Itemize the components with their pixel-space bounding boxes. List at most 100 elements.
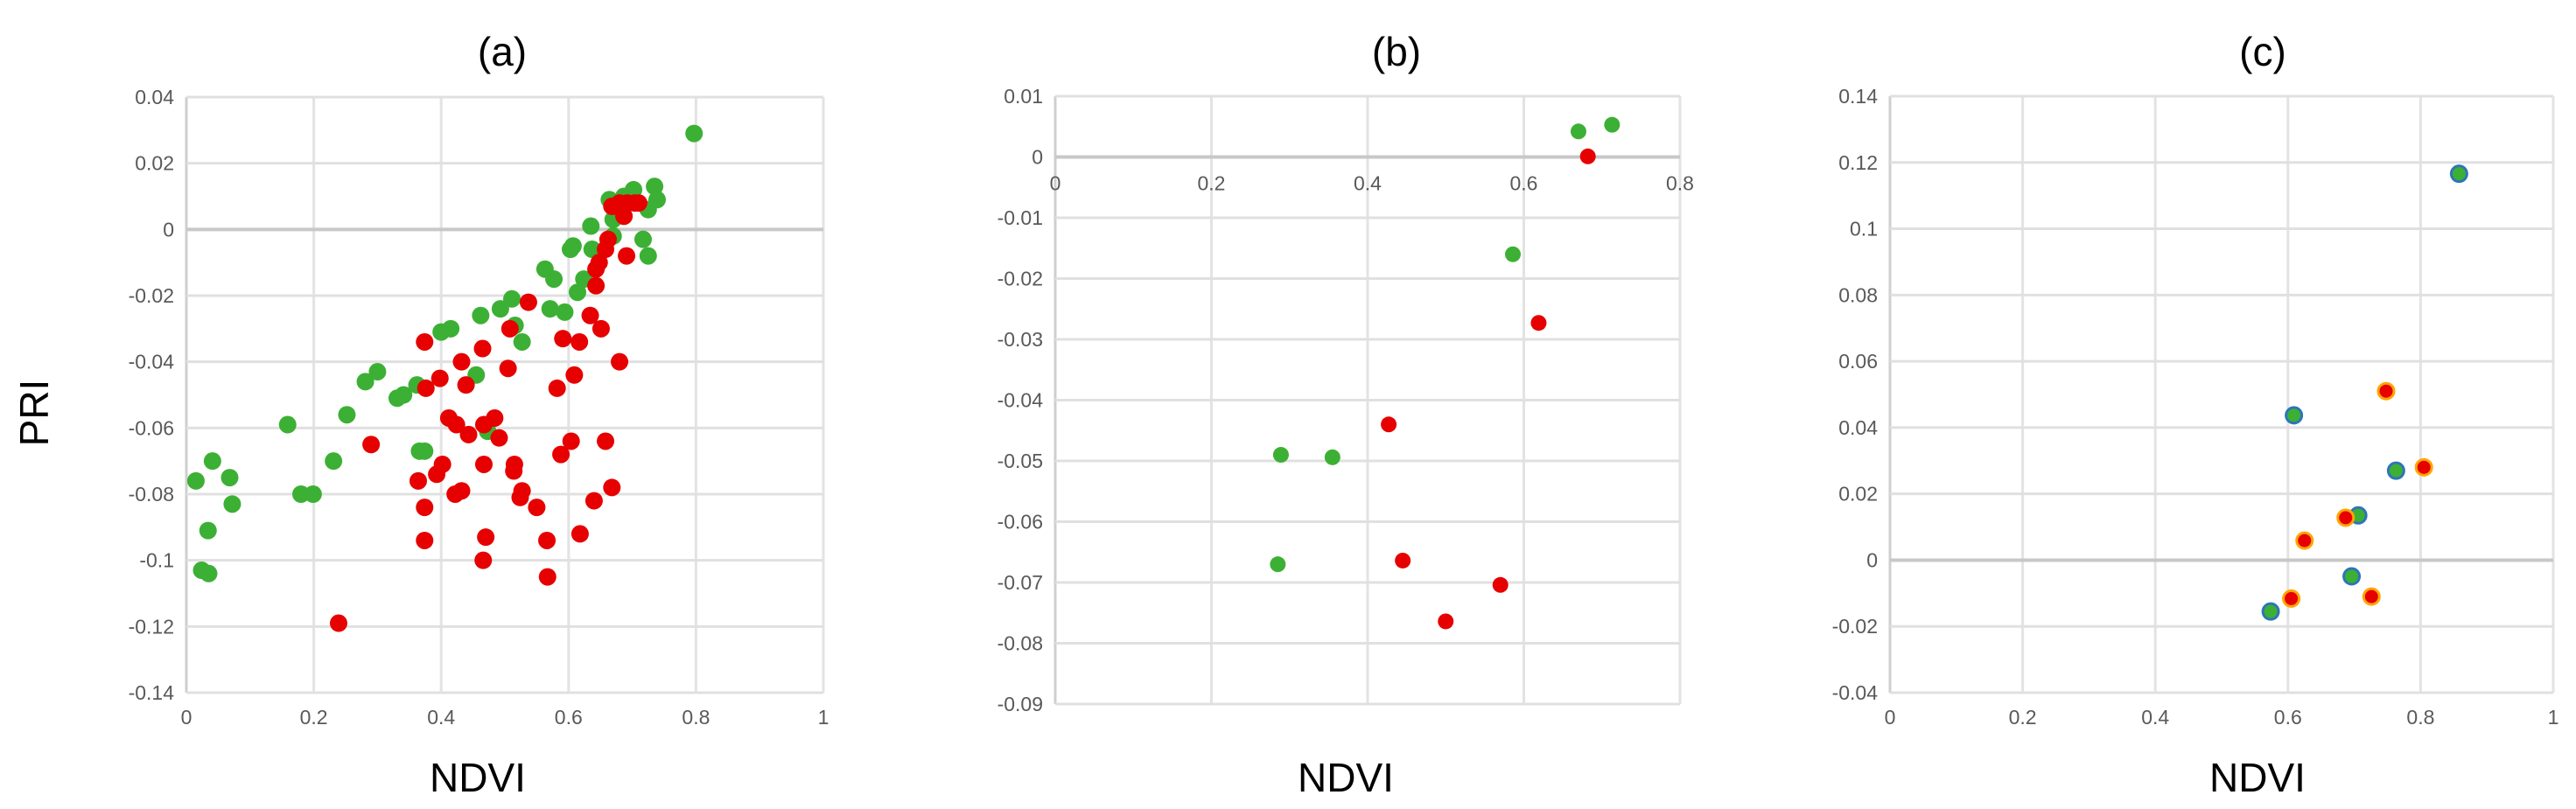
- x-tick-label: 0.2: [300, 706, 328, 729]
- data-point: [428, 465, 446, 484]
- x-tick-label: 0.8: [2406, 706, 2434, 729]
- data-point: [541, 300, 559, 318]
- data-point: [457, 376, 475, 394]
- data-point: [416, 531, 434, 549]
- data-point: [442, 319, 460, 338]
- panel-a-y-axis-label: PRI: [11, 380, 57, 447]
- y-tick-label: -0.02: [1832, 615, 1878, 638]
- panel-a-series-1: [186, 124, 704, 582]
- x-tick-label: 0.8: [1666, 172, 1694, 195]
- panel-a: (a) NDVI PRI 0 0.2 0.4 0.6 0.8 1 0.04 0.02 0 -0.0…: [11, 29, 829, 800]
- data-point: [618, 247, 636, 265]
- data-point: [278, 415, 297, 434]
- x-tick-label: 1: [818, 706, 830, 729]
- data-point: [1381, 416, 1397, 433]
- data-point: [199, 521, 217, 540]
- x-tick-label: 0.6: [555, 706, 583, 729]
- data-point: [565, 366, 584, 384]
- data-point: [474, 415, 493, 434]
- data-point: [1324, 449, 1340, 465]
- data-point: [2336, 508, 2356, 527]
- panel-b-title: (b): [1372, 29, 1421, 74]
- y-tick-label: -0.12: [129, 615, 174, 638]
- y-tick-label: -0.01: [998, 206, 1043, 229]
- data-point: [581, 306, 599, 324]
- data-point: [220, 469, 239, 487]
- data-point: [587, 260, 606, 278]
- panel-c-grid: [1888, 94, 2555, 694]
- x-tick-label: 0.4: [427, 706, 455, 729]
- data-point: [629, 194, 648, 213]
- data-point: [1492, 576, 1508, 593]
- y-tick-label: 0.08: [1838, 283, 1878, 306]
- y-tick-label: -0.05: [998, 450, 1043, 472]
- data-point: [1395, 552, 1411, 568]
- y-tick-label: -0.06: [998, 511, 1043, 534]
- y-tick-label: 0.02: [1838, 483, 1878, 506]
- y-tick-label: -0.04: [129, 351, 175, 373]
- data-point: [552, 445, 570, 464]
- x-tick-label: 0.4: [1354, 172, 1382, 195]
- data-point: [556, 303, 574, 321]
- y-tick-label: 0.14: [1838, 85, 1878, 108]
- data-point: [491, 300, 509, 318]
- panel-c-x-axis-label: NDVI: [2209, 755, 2306, 800]
- data-point: [1505, 246, 1522, 262]
- x-tick-label: 0: [1050, 172, 1061, 195]
- data-point: [646, 178, 664, 196]
- data-point: [634, 230, 652, 248]
- y-tick-label: -0.08: [998, 632, 1043, 655]
- data-point: [583, 241, 601, 259]
- panel-b-series-2: [1381, 148, 1596, 630]
- data-point: [582, 217, 600, 235]
- data-point: [416, 379, 435, 397]
- y-tick-label: 0.12: [1838, 151, 1878, 174]
- y-tick-label: 0.04: [1838, 416, 1878, 439]
- data-point: [474, 551, 493, 569]
- y-tick-label: 0: [163, 218, 174, 241]
- panel-c-series-2: [2282, 381, 2433, 608]
- y-tick-label: -0.08: [129, 483, 174, 506]
- data-point: [1530, 315, 1547, 331]
- data-point: [528, 499, 546, 517]
- data-point: [416, 332, 434, 351]
- data-point: [452, 352, 471, 371]
- data-point: [611, 352, 629, 371]
- data-point: [2342, 567, 2362, 586]
- x-tick-label: 0: [1885, 706, 1896, 729]
- data-point: [511, 488, 529, 506]
- panel-c-series-1: [2261, 164, 2468, 621]
- y-tick-label: 0.04: [135, 86, 174, 108]
- data-point: [200, 564, 218, 582]
- x-tick-label: 0.2: [1198, 172, 1226, 195]
- data-point: [362, 436, 381, 454]
- y-tick-label: -0.03: [998, 328, 1043, 351]
- y-tick-label: 0.01: [1004, 85, 1043, 108]
- data-point: [1604, 116, 1620, 133]
- data-point: [223, 495, 242, 513]
- data-point: [477, 528, 495, 547]
- panel-c: (c) NDVI 0 0.2 0.4 0.6 0.8 1 0.14 0.12 0.1 0.08 0.…: [1832, 29, 2559, 800]
- data-point: [472, 306, 490, 324]
- panel-b-x-axis-label: NDVI: [1298, 755, 1394, 800]
- panel-a-grid: [185, 95, 825, 694]
- panel-b-series-1: [1270, 116, 1620, 573]
- data-point: [513, 332, 531, 351]
- y-tick-label: 0.1: [1850, 218, 1878, 241]
- data-point: [1272, 447, 1289, 464]
- data-point: [603, 478, 621, 497]
- panel-a-series-2: [329, 194, 648, 632]
- data-point: [570, 525, 589, 543]
- x-tick-label: 0.4: [2141, 706, 2169, 729]
- data-point: [615, 207, 634, 226]
- data-point: [325, 452, 343, 471]
- data-point: [186, 471, 205, 490]
- x-tick-label: 0.2: [2009, 706, 2037, 729]
- data-point: [446, 485, 465, 503]
- data-point: [592, 319, 610, 338]
- data-point: [203, 452, 221, 471]
- y-tick-label: 0.02: [135, 152, 174, 175]
- y-tick-label: -0.02: [129, 284, 174, 307]
- data-point: [368, 363, 387, 381]
- panel-a-title: (a): [478, 29, 527, 74]
